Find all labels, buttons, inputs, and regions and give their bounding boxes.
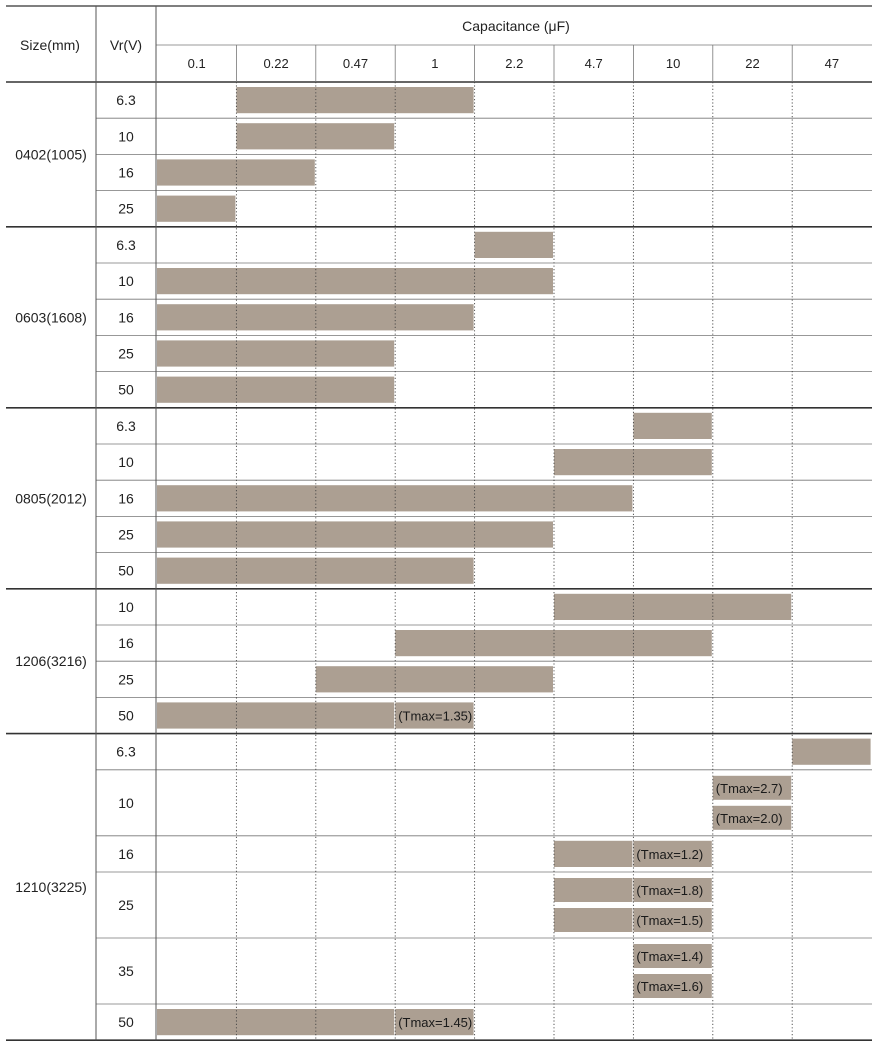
capacitance-bar bbox=[157, 340, 395, 367]
capacitance-tick-label: 2.2 bbox=[505, 56, 523, 71]
capacitance-bar bbox=[712, 775, 792, 800]
bars-layer bbox=[157, 87, 871, 1036]
capacitance-bar bbox=[157, 702, 395, 729]
capacitance-bar bbox=[633, 908, 712, 932]
capacitance-bar bbox=[633, 878, 712, 902]
voltage-label: 16 bbox=[118, 846, 134, 862]
capacitance-bar bbox=[633, 944, 712, 968]
voltage-label: 25 bbox=[118, 201, 134, 217]
capacitance-tick-label: 4.7 bbox=[585, 56, 603, 71]
capacitance-bar bbox=[554, 593, 792, 620]
capacitance-tick-label: 22 bbox=[745, 56, 759, 71]
capacitance-bar bbox=[157, 195, 236, 222]
capacitance-bar bbox=[395, 702, 474, 729]
tmax-annotation: (Tmax=1.5) bbox=[636, 913, 703, 928]
capacitance-bar bbox=[395, 1009, 474, 1036]
capacitance-bar bbox=[554, 449, 712, 476]
capacitance-tick-label: 1 bbox=[431, 56, 438, 71]
tmax-annotation: (Tmax=1.45) bbox=[398, 1015, 472, 1030]
capacitance-bar bbox=[157, 1009, 395, 1036]
voltage-label: 6.3 bbox=[116, 92, 136, 108]
size-label: 0402(1005) bbox=[15, 146, 87, 162]
grid-layer bbox=[6, 5, 872, 1041]
voltage-label: 6.3 bbox=[116, 418, 136, 434]
voltage-label: 16 bbox=[118, 635, 134, 651]
text-layer: Size(mm) Vr(V) Capacitance (μF) 0.1 0.22 0… bbox=[15, 18, 839, 1030]
capacitance-bar bbox=[157, 268, 553, 295]
tmax-annotation: (Tmax=1.35) bbox=[398, 709, 472, 724]
capacitance-bar bbox=[633, 412, 712, 439]
voltage-label: 35 bbox=[118, 963, 134, 979]
capacitance-tick-label: 0.47 bbox=[343, 56, 368, 71]
voltage-label: 50 bbox=[118, 382, 134, 398]
capacitance-bar bbox=[792, 738, 871, 765]
size-label: 1206(3216) bbox=[15, 653, 87, 669]
capacitance-tick-label: 47 bbox=[825, 56, 839, 71]
voltage-label: 25 bbox=[118, 527, 134, 543]
voltage-label: 16 bbox=[118, 309, 134, 325]
capacitance-bar bbox=[315, 666, 553, 693]
capacitance-bar bbox=[236, 87, 474, 114]
voltage-label: 50 bbox=[118, 1014, 134, 1030]
capacitance-bar bbox=[157, 304, 474, 331]
voltage-label: 25 bbox=[118, 671, 134, 687]
capacitance-bar bbox=[395, 630, 712, 657]
voltage-label: 50 bbox=[118, 563, 134, 579]
voltage-header: Vr(V) bbox=[110, 37, 142, 53]
voltage-label: 25 bbox=[118, 897, 134, 913]
capacitance-bar bbox=[712, 805, 792, 830]
voltage-label: 16 bbox=[118, 165, 134, 181]
capacitance-tick-label: 10 bbox=[666, 56, 680, 71]
voltage-label: 25 bbox=[118, 346, 134, 362]
tmax-annotation: (Tmax=1.6) bbox=[636, 979, 703, 994]
size-label: 0603(1608) bbox=[15, 309, 87, 325]
size-header: Size(mm) bbox=[20, 37, 80, 53]
voltage-label: 10 bbox=[118, 454, 134, 470]
capacitance-bar bbox=[633, 840, 712, 867]
voltage-label: 10 bbox=[118, 795, 134, 811]
voltage-label: 10 bbox=[118, 599, 134, 615]
capacitance-bar bbox=[157, 376, 395, 403]
tmax-annotation: (Tmax=1.2) bbox=[636, 847, 703, 862]
voltage-label: 16 bbox=[118, 490, 134, 506]
tmax-annotation: (Tmax=2.0) bbox=[716, 811, 783, 826]
tmax-annotation: (Tmax=1.4) bbox=[636, 949, 703, 964]
tmax-annotation: (Tmax=1.8) bbox=[636, 883, 703, 898]
capacitance-bar bbox=[236, 123, 395, 150]
capacitance-bar bbox=[157, 159, 315, 186]
size-label: 1210(3225) bbox=[15, 879, 87, 895]
voltage-label: 6.3 bbox=[116, 237, 136, 253]
capacitance-header: Capacitance (μF) bbox=[462, 18, 570, 34]
capacitance-tick-label: 0.1 bbox=[188, 56, 206, 71]
voltage-label: 50 bbox=[118, 708, 134, 724]
capacitance-bar bbox=[474, 231, 553, 258]
capacitance-bar bbox=[633, 974, 712, 998]
capacitance-bar bbox=[554, 840, 633, 867]
capacitance-bar bbox=[157, 521, 553, 548]
size-label: 0805(2012) bbox=[15, 490, 87, 506]
capacitance-bar bbox=[157, 557, 474, 584]
capacitance-tick-label: 0.22 bbox=[263, 56, 288, 71]
voltage-label: 6.3 bbox=[116, 744, 136, 760]
capacitance-bar bbox=[554, 878, 633, 902]
capacitance-bar bbox=[157, 485, 633, 512]
voltage-label: 10 bbox=[118, 128, 134, 144]
voltage-label: 10 bbox=[118, 273, 134, 289]
capacitance-bar bbox=[554, 908, 633, 932]
tmax-annotation: (Tmax=2.7) bbox=[716, 781, 783, 796]
